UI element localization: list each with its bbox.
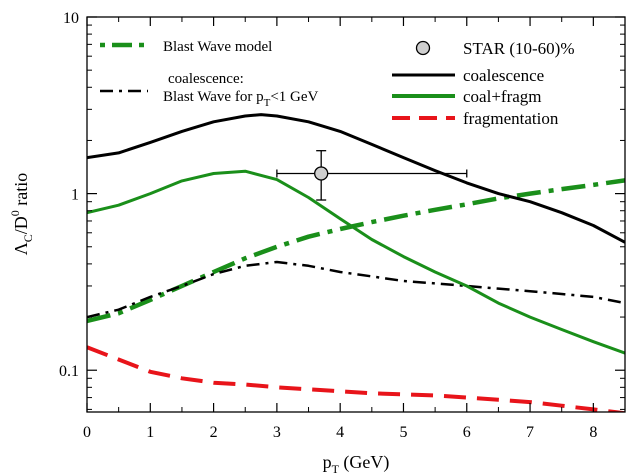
y-axis-title-slash: /D	[11, 216, 31, 234]
x-tick-label: 5	[399, 424, 407, 441]
legend-label-coalescence-bw-line2: Blast Wave for pT<1 GeV	[163, 89, 319, 109]
legend-layer: Blast Wave model coalescence: Blast Wave f…	[100, 39, 575, 128]
x-axis-title-unit: (GeV)	[339, 452, 389, 473]
x-tick-label: 3	[273, 424, 281, 441]
y-tick-label: 1	[71, 187, 79, 204]
legend-label-text-end: <1 GeV	[270, 89, 318, 105]
x-tick-label: 6	[463, 424, 471, 441]
legend-label-fragmentation: fragmentation	[463, 109, 559, 128]
legend-label-star: STAR (10-60)%	[463, 39, 575, 58]
series-layer	[87, 113, 625, 412]
x-tick-label: 0	[83, 424, 91, 441]
y-axis-title: ΛC/D0 ratio	[8, 173, 35, 256]
y-axis-title-superscript: 0	[8, 210, 22, 216]
x-tick-label: 8	[589, 424, 597, 441]
series-line-1	[87, 260, 625, 319]
tick-layer: 0 1 2 3 4 5 6 7 8 0.1 1 10	[59, 10, 625, 441]
series-line-3	[87, 169, 625, 355]
plot-frame	[86, 16, 626, 413]
x-tick-label: 4	[336, 424, 344, 441]
legend-label-coalescence: coalescence	[463, 66, 544, 85]
legend-label-text: Blast Wave for p	[163, 89, 264, 105]
x-axis-title: pT (GeV)	[323, 452, 390, 474]
legend-swatch-star	[415, 40, 431, 56]
legend-label-coal-fragm: coal+fragm	[463, 87, 542, 106]
x-axis-title-text: p	[323, 452, 332, 472]
y-axis-title-subscript: C	[21, 234, 35, 242]
y-tick-label: 0.1	[59, 363, 79, 380]
legend-label-blast-wave: Blast Wave model	[163, 39, 272, 55]
x-tick-label: 2	[210, 424, 218, 441]
legend-label-subscript: T	[264, 97, 271, 109]
series-line-4	[87, 345, 625, 412]
x-tick-label: 7	[526, 424, 534, 441]
data-point-layer	[276, 150, 468, 201]
y-axis-title-lambda: Λ	[11, 242, 31, 255]
data-point-marker-0	[314, 166, 329, 181]
x-axis-title-subscript: T	[332, 462, 340, 474]
y-axis-title-ratio: ratio	[11, 173, 31, 211]
series-line-2	[87, 113, 625, 244]
legend-label-coalescence-bw-line1: coalescence:	[168, 71, 244, 87]
x-tick-label: 1	[146, 424, 154, 441]
y-tick-label: 10	[63, 10, 79, 27]
